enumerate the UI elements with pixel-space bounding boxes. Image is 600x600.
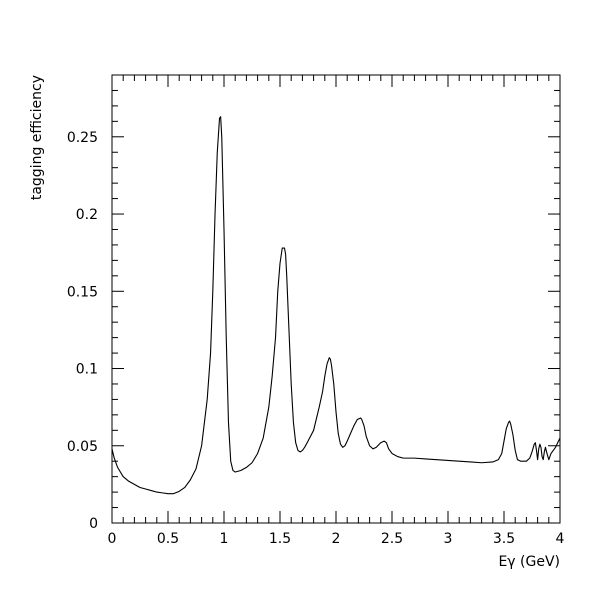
- y-axis-title: tagging efficiency: [29, 75, 45, 200]
- x-tick-label: 4: [556, 531, 565, 547]
- x-tick-label: 2: [332, 531, 341, 547]
- x-tick-label: 0: [108, 531, 117, 547]
- y-tick-label: 0.05: [67, 439, 98, 455]
- x-tick-label: 1: [220, 531, 229, 547]
- y-tick-label: 0.25: [67, 130, 98, 146]
- x-tick-label: 2.5: [381, 531, 403, 547]
- x-tick-label: 3: [444, 531, 453, 547]
- x-axis-title: Eγ (GeV): [498, 554, 560, 570]
- y-tick-label: 0.15: [67, 284, 98, 300]
- y-tick-label: 0.1: [76, 362, 98, 378]
- x-tick-label: 0.5: [157, 531, 179, 547]
- plot-frame: [111, 74, 561, 524]
- x-axis: 0 0.5 1 1.5 2 2.5 3 3.5 4: [108, 75, 565, 547]
- series-line-efficiency: [111, 116, 561, 495]
- y-axis: 0 0.05 0.1 0.15 0.2 0.25: [67, 74, 560, 532]
- y-tick-label: 0.2: [76, 207, 98, 223]
- x-tick-label: 3.5: [493, 531, 515, 547]
- y-tick-label: 0: [89, 516, 98, 532]
- x-tick-label: 1.5: [269, 531, 291, 547]
